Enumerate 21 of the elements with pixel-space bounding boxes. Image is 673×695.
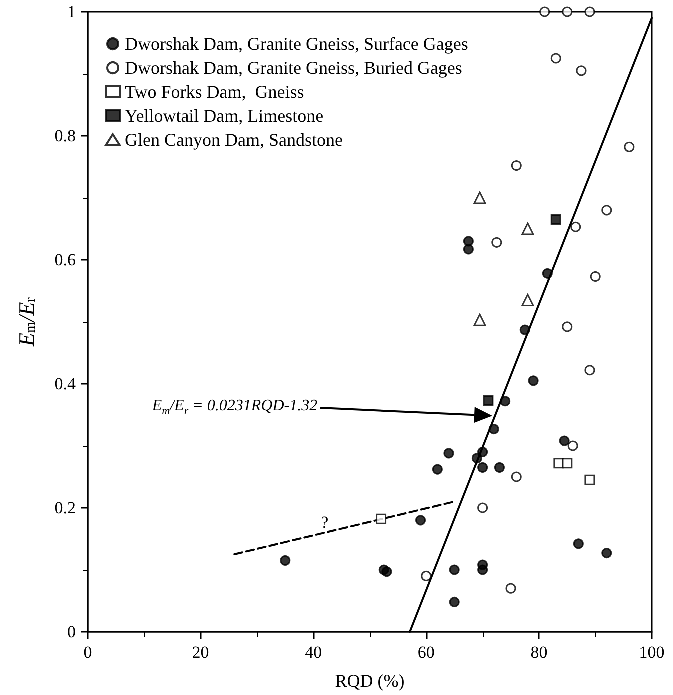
- x-tick-label: 80: [530, 643, 548, 662]
- legend-label: Yellowtail Dam, Limestone: [125, 106, 324, 126]
- y-tick-label: 0.4: [54, 374, 76, 394]
- x-tick-label: 20: [192, 643, 210, 662]
- legend-label: Two Forks Dam, Gneiss: [125, 82, 304, 102]
- legend-label: Dworshak Dam, Granite Gneiss, Surface Gages: [125, 34, 468, 54]
- legend-label: Dworshak Dam, Granite Gneiss, Buried Gages: [125, 58, 462, 78]
- y-tick-label: 1: [68, 2, 76, 22]
- annotation: ?: [321, 513, 329, 532]
- y-tick-label: 0.6: [54, 250, 76, 270]
- x-axis-title: RQD (%): [335, 671, 405, 691]
- x-tick-label: 0: [84, 643, 92, 662]
- x-tick-label: 40: [305, 643, 322, 662]
- annotation: E$_{m}$/E$_{r}$ = 0.0231RQD-1.32: [152, 397, 318, 418]
- x-tick-label: 100: [639, 643, 665, 662]
- x-tick-label: 60: [418, 643, 435, 662]
- y-tick-label: 0.8: [54, 126, 76, 146]
- legend-label: Glen Canyon Dam, Sandstone: [125, 130, 343, 150]
- y-tick-label: 0.2: [54, 498, 76, 518]
- y-tick-label: 0: [68, 622, 76, 642]
- y-axis-title: Em/Er: [14, 297, 40, 348]
